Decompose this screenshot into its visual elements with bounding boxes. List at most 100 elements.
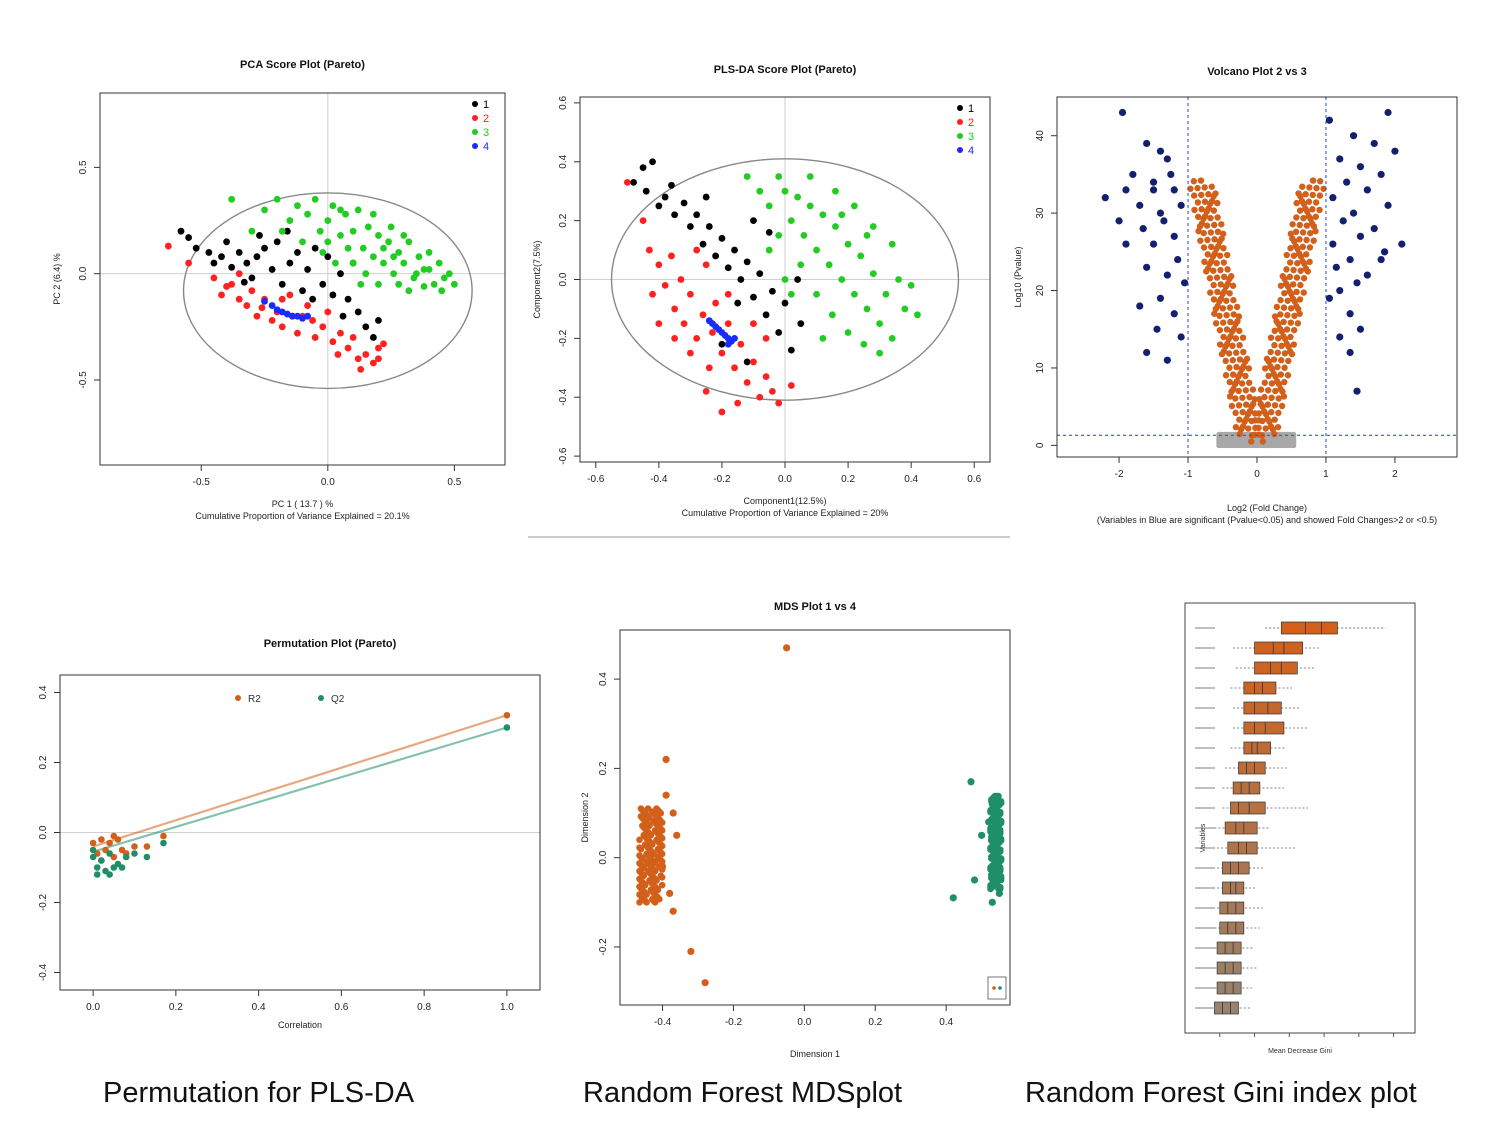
volcano-point — [1274, 363, 1281, 371]
score-point-group-1 — [329, 291, 337, 299]
score-point-group-1 — [787, 346, 795, 354]
significant-point — [1170, 186, 1178, 194]
significant-point — [1391, 147, 1399, 155]
score-point-group-1 — [268, 266, 276, 273]
volcano-point — [1245, 365, 1253, 372]
permutation-point-q2 — [98, 857, 105, 864]
score-point-group-1 — [362, 323, 370, 331]
volcano-point — [1292, 228, 1300, 236]
score-point-group-1 — [278, 280, 286, 288]
x-tick-label: -2 — [1115, 469, 1124, 480]
volcano-point — [1239, 334, 1247, 341]
score-point-group-3 — [844, 329, 852, 336]
y-tick-label: -0.6 — [558, 447, 569, 465]
score-point-group-2 — [724, 320, 732, 328]
volcano-point — [1235, 402, 1243, 409]
mds-point-4 — [996, 817, 1003, 825]
volcano-point — [1294, 320, 1302, 327]
significant-point — [1336, 286, 1344, 295]
score-point-group-3 — [332, 259, 339, 267]
legend-marker — [235, 695, 241, 701]
significant-point — [1343, 178, 1351, 186]
score-point-group-2 — [357, 365, 365, 373]
gini-importance-plot: Mean Decrease Gini Variables — [1184, 602, 1416, 1055]
gini-box — [1243, 701, 1282, 715]
volcano-point — [1218, 221, 1225, 228]
volcano-point — [1303, 251, 1310, 258]
score-point-group-2 — [680, 320, 688, 328]
score-point-group-3 — [425, 266, 433, 273]
permutation-point-q2 — [89, 846, 97, 854]
score-point-group-1 — [718, 234, 726, 242]
permutation-point-r2 — [110, 832, 118, 840]
volcano-point — [1194, 199, 1202, 206]
volcano-point — [1286, 288, 1293, 295]
volcano-point — [1229, 282, 1237, 289]
volcano-point — [1292, 242, 1299, 250]
score-point-group-3 — [794, 193, 802, 201]
volcano-point — [1214, 228, 1222, 236]
volcano-point — [1198, 191, 1205, 199]
volcano-point — [1265, 372, 1272, 380]
score-point-group-1 — [375, 317, 382, 324]
score-point-group-3 — [324, 217, 332, 224]
volcano-point — [1229, 371, 1237, 378]
permutation-panel: Permutation Plot (Pareto) R2 Q2 0.0 0.2 0.4 0.… — [20, 625, 560, 1040]
significant-point — [1325, 116, 1334, 124]
volcano-point — [1204, 236, 1211, 244]
legend-marker — [472, 129, 478, 135]
mds-point-1 — [658, 842, 666, 850]
score-point-group-3 — [316, 227, 324, 235]
significant-point — [1170, 310, 1178, 318]
volcano-point — [1303, 222, 1311, 229]
nonsignificant-point — [1290, 431, 1297, 438]
y-tick-label: -0.2 — [558, 329, 569, 347]
x-tick-label: -0.4 — [654, 1017, 672, 1028]
significant-point — [1339, 217, 1347, 225]
score-point-group-2 — [702, 261, 710, 269]
mds-point-1 — [657, 809, 665, 817]
volcano-point — [1275, 409, 1282, 417]
significant-point — [1118, 108, 1127, 117]
gini-box — [1216, 941, 1242, 955]
mds-point-1 — [650, 850, 657, 858]
score-point-group-2 — [294, 329, 301, 337]
volcano-point — [1232, 409, 1239, 417]
mds-point-1 — [656, 895, 663, 903]
score-point-group-3 — [901, 305, 909, 313]
volcano-point — [1271, 416, 1278, 423]
score-point-group-3 — [857, 252, 865, 260]
score-point-group-1 — [731, 246, 738, 254]
x-tick-label: 0.8 — [417, 1002, 431, 1013]
score-point-group-1 — [192, 244, 200, 252]
score-point-group-3 — [435, 259, 443, 267]
volcano-point — [1216, 341, 1224, 348]
volcano-point — [1205, 191, 1212, 198]
volcano-point — [1228, 402, 1236, 410]
volcano-point — [1230, 296, 1237, 304]
score-point-group-3 — [869, 223, 877, 230]
pca-score-plot: PCA Score Plot (Pareto) 1 2 3 4 -0.5 0.0 0.5 -0.… — [52, 59, 506, 521]
volcano-point — [1308, 220, 1316, 227]
volcano-point — [1194, 213, 1202, 220]
legend-marker — [957, 119, 963, 125]
volcano-point — [1296, 296, 1304, 303]
gini-box — [1243, 681, 1277, 695]
score-point-group-1 — [680, 199, 688, 207]
volcano-point — [1194, 184, 1201, 192]
gini-box — [1222, 881, 1245, 895]
permutation-point-q2 — [106, 850, 113, 857]
volcano-point — [1267, 334, 1275, 341]
score-point-group-3 — [405, 238, 413, 246]
score-point-group-2 — [709, 329, 716, 336]
gini-box — [1254, 661, 1298, 675]
volcano-point — [1274, 335, 1282, 342]
volcano-point — [1201, 198, 1209, 205]
score-point-group-1 — [256, 232, 263, 239]
mds-point-1 — [648, 841, 656, 848]
score-point-group-2 — [344, 344, 352, 352]
volcano-point — [1221, 288, 1228, 295]
volcano-point — [1316, 206, 1323, 214]
volcano-point — [1273, 378, 1281, 385]
permutation-point-q2 — [122, 853, 130, 861]
